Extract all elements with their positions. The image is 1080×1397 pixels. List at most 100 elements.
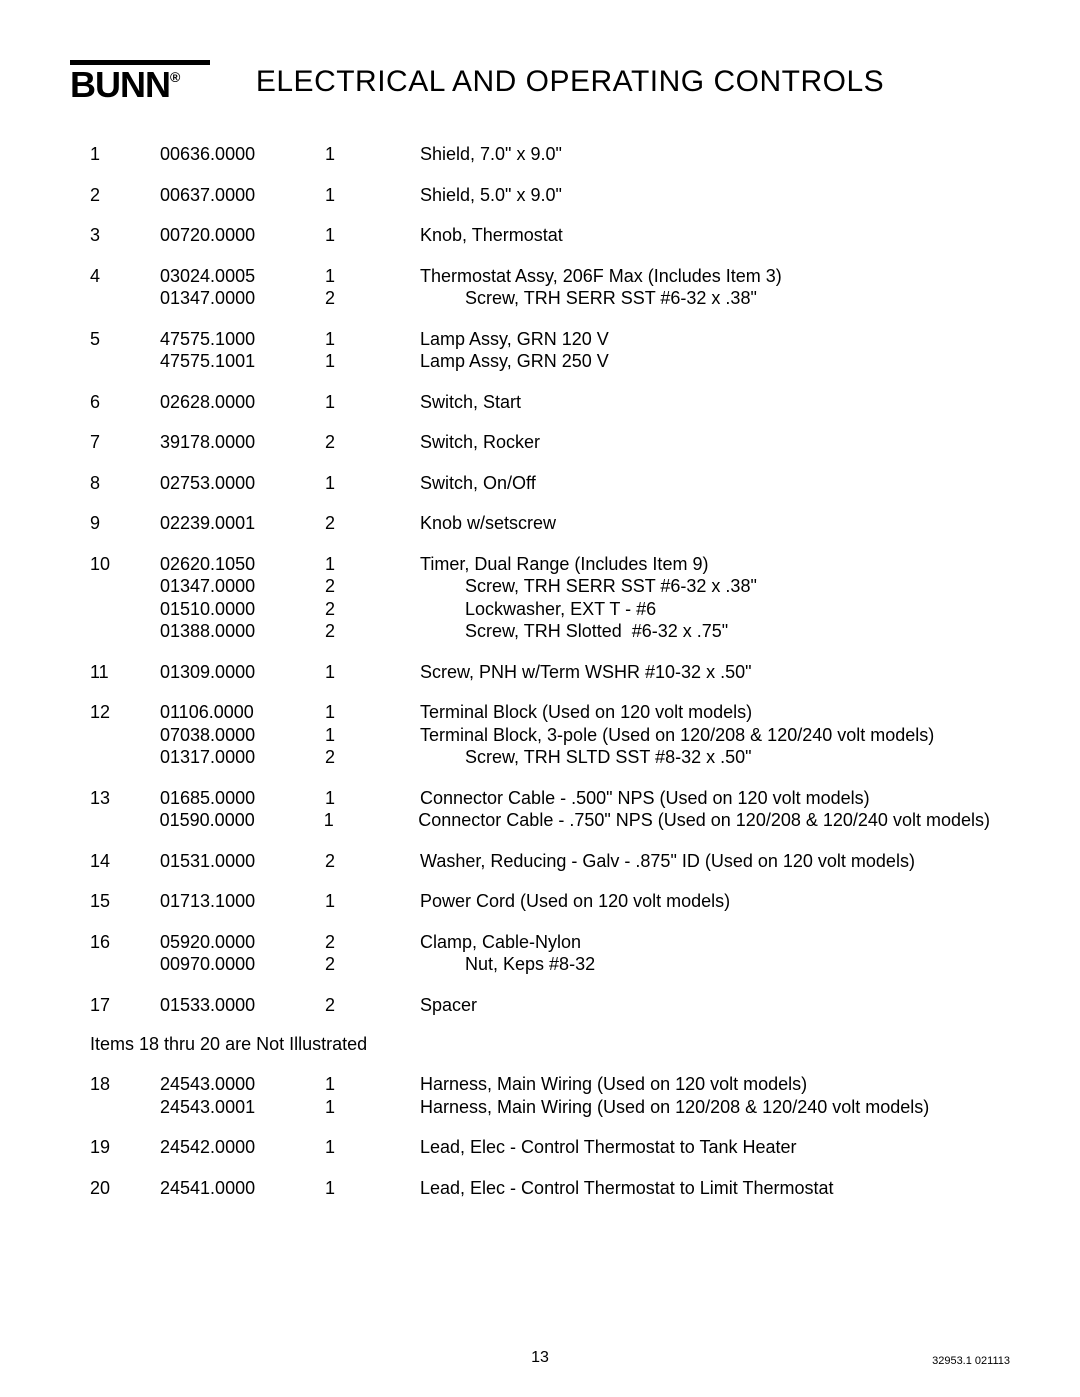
- parts-row: 1101309.00001Screw, PNH w/Term WSHR #10-…: [90, 661, 990, 684]
- description: Spacer: [420, 994, 990, 1017]
- quantity: 2: [325, 931, 420, 954]
- item-number: 2: [90, 184, 160, 207]
- quantity: 1: [325, 1136, 420, 1159]
- item-group: 902239.00012Knob w/setscrew: [90, 512, 990, 535]
- quantity: 1: [324, 809, 419, 832]
- item-group: 1002620.10501Timer, Dual Range (Includes…: [90, 553, 990, 643]
- item-group: 300720.00001Knob, Thermostat: [90, 224, 990, 247]
- parts-row: 300720.00001Knob, Thermostat: [90, 224, 990, 247]
- description: Switch, On/Off: [420, 472, 990, 495]
- item-number: [90, 809, 160, 832]
- quantity: 1: [325, 265, 420, 288]
- parts-row: 01590.00001Connector Cable - .750" NPS (…: [90, 809, 990, 832]
- item-number: 9: [90, 512, 160, 535]
- quantity: 1: [325, 350, 420, 373]
- quantity: 1: [325, 890, 420, 913]
- item-group: 602628.00001Switch, Start: [90, 391, 990, 414]
- part-number: 24542.0000: [160, 1136, 325, 1159]
- part-number: 02620.1050: [160, 553, 325, 576]
- quantity: 1: [325, 661, 420, 684]
- quantity: 2: [325, 953, 420, 976]
- parts-row: 01317.00002 Screw, TRH SLTD SST #8-32 x …: [90, 746, 990, 769]
- description: Screw, TRH SERR SST #6-32 x .38": [420, 575, 990, 598]
- description: Screw, PNH w/Term WSHR #10-32 x .50": [420, 661, 990, 684]
- item-number: 17: [90, 994, 160, 1017]
- item-group: 1501713.10001Power Cord (Used on 120 vol…: [90, 890, 990, 913]
- part-number: 02628.0000: [160, 391, 325, 414]
- item-number: [90, 598, 160, 621]
- item-group: 1401531.00002Washer, Reducing - Galv - .…: [90, 850, 990, 873]
- description: Shield, 5.0" x 9.0": [420, 184, 990, 207]
- quantity: 1: [325, 787, 420, 810]
- parts-row: 802753.00001Switch, On/Off: [90, 472, 990, 495]
- description: Timer, Dual Range (Includes Item 9): [420, 553, 990, 576]
- part-number: 24543.0000: [160, 1073, 325, 1096]
- description: Power Cord (Used on 120 volt models): [420, 890, 990, 913]
- item-number: 7: [90, 431, 160, 454]
- item-group: 739178.00002Switch, Rocker: [90, 431, 990, 454]
- quantity: 2: [325, 994, 420, 1017]
- item-number: 18: [90, 1073, 160, 1096]
- brand-logo: BUNN®: [70, 60, 240, 103]
- item-number: 8: [90, 472, 160, 495]
- part-number: 01533.0000: [160, 994, 325, 1017]
- item-number: [90, 953, 160, 976]
- item-group: 1201106.00001Terminal Block (Used on 120…: [90, 701, 990, 769]
- item-group: 1301685.00001Connector Cable - .500" NPS…: [90, 787, 990, 832]
- description: Harness, Main Wiring (Used on 120 volt m…: [420, 1073, 990, 1096]
- description: Screw, TRH SERR SST #6-32 x .38": [420, 287, 990, 310]
- item-number: 20: [90, 1177, 160, 1200]
- description: Clamp, Cable-Nylon: [420, 931, 990, 954]
- part-number: 01713.1000: [160, 890, 325, 913]
- quantity: 2: [325, 287, 420, 310]
- not-illustrated-note: Items 18 thru 20 are Not Illustrated: [90, 1034, 990, 1055]
- parts-row: 1002620.10501Timer, Dual Range (Includes…: [90, 553, 990, 576]
- item-number: 15: [90, 890, 160, 913]
- item-group: 200637.00001Shield, 5.0" x 9.0": [90, 184, 990, 207]
- description: Knob w/setscrew: [420, 512, 990, 535]
- parts-row: 1501713.10001Power Cord (Used on 120 vol…: [90, 890, 990, 913]
- parts-row: 1605920.00002Clamp, Cable-Nylon: [90, 931, 990, 954]
- description: Switch, Start: [420, 391, 990, 414]
- item-number: 10: [90, 553, 160, 576]
- parts-row: 07038.00001Terminal Block, 3-pole (Used …: [90, 724, 990, 747]
- parts-row: 1401531.00002Washer, Reducing - Galv - .…: [90, 850, 990, 873]
- description: Screw, TRH Slotted #6-32 x .75": [420, 620, 990, 643]
- item-number: 5: [90, 328, 160, 351]
- quantity: 1: [325, 701, 420, 724]
- registered-mark: ®: [170, 69, 180, 85]
- item-number: [90, 746, 160, 769]
- quantity: 2: [325, 431, 420, 454]
- item-number: 6: [90, 391, 160, 414]
- part-number: 24543.0001: [160, 1096, 325, 1119]
- description: Thermostat Assy, 206F Max (Includes Item…: [420, 265, 990, 288]
- item-number: [90, 620, 160, 643]
- item-group: 1101309.00001Screw, PNH w/Term WSHR #10-…: [90, 661, 990, 684]
- description: Lamp Assy, GRN 250 V: [420, 350, 990, 373]
- quantity: 1: [325, 224, 420, 247]
- part-number: 01347.0000: [160, 575, 325, 598]
- parts-row: 00970.00002 Nut, Keps #8-32: [90, 953, 990, 976]
- description: Knob, Thermostat: [420, 224, 990, 247]
- description: Nut, Keps #8-32: [420, 953, 990, 976]
- part-number: 07038.0000: [160, 724, 325, 747]
- part-number: 01531.0000: [160, 850, 325, 873]
- quantity: 2: [325, 746, 420, 769]
- item-group: 547575.10001Lamp Assy, GRN 120 V47575.10…: [90, 328, 990, 373]
- item-number: [90, 575, 160, 598]
- quantity: 1: [325, 1073, 420, 1096]
- item-number: [90, 287, 160, 310]
- description: Terminal Block (Used on 120 volt models): [420, 701, 990, 724]
- quantity: 2: [325, 598, 420, 621]
- quantity: 1: [325, 391, 420, 414]
- description: Lamp Assy, GRN 120 V: [420, 328, 990, 351]
- parts-row: 403024.00051Thermostat Assy, 206F Max (I…: [90, 265, 990, 288]
- part-number: 01388.0000: [160, 620, 325, 643]
- item-number: [90, 1096, 160, 1119]
- quantity: 2: [325, 512, 420, 535]
- item-number: 16: [90, 931, 160, 954]
- document-id: 32953.1 021113: [932, 1355, 1010, 1367]
- item-number: 19: [90, 1136, 160, 1159]
- item-number: 14: [90, 850, 160, 873]
- description: Harness, Main Wiring (Used on 120/208 & …: [420, 1096, 990, 1119]
